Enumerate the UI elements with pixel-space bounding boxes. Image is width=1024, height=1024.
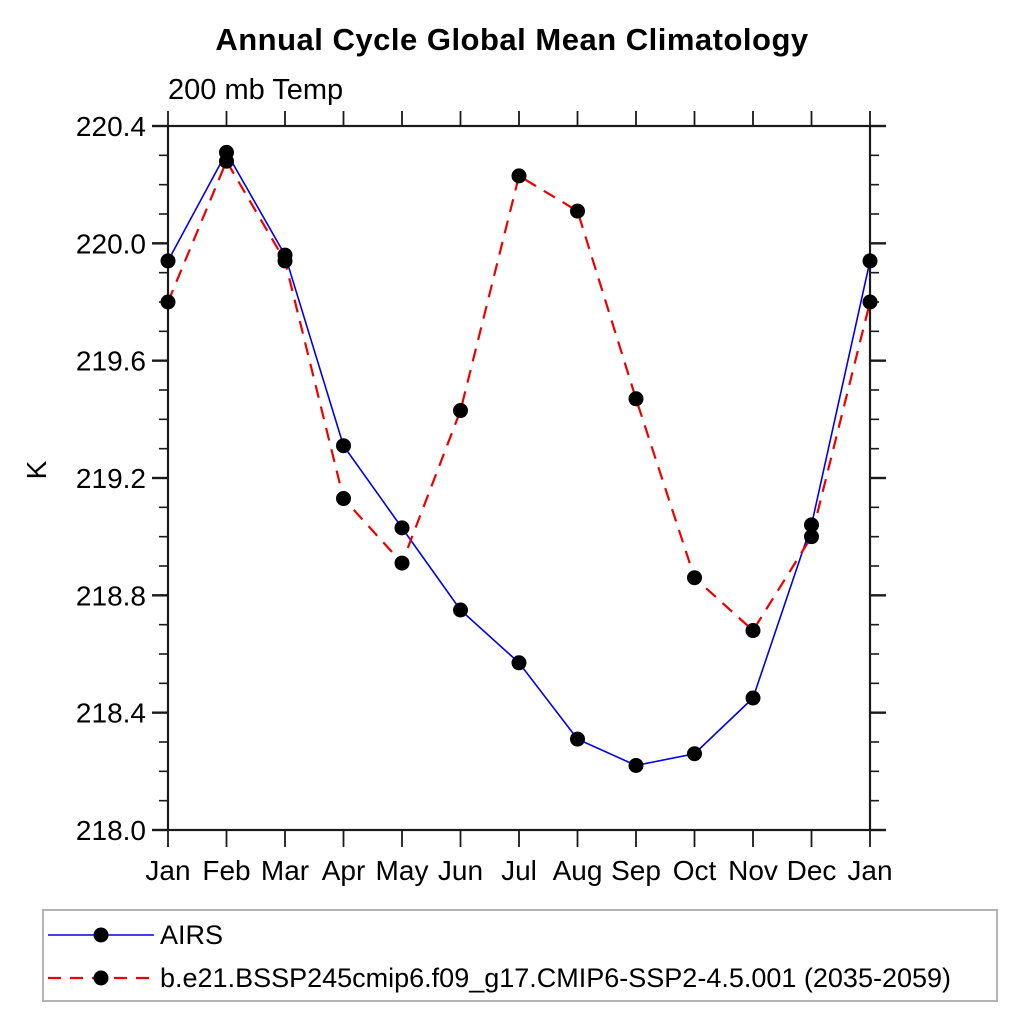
data-point-marker <box>804 517 819 533</box>
data-point-marker <box>570 731 585 747</box>
legend-item-airs: AIRS <box>48 917 223 953</box>
y-tick-label: 220.4 <box>76 111 146 142</box>
data-point-marker <box>160 294 176 310</box>
x-tick-label: Jan <box>145 855 190 886</box>
x-tick-label: Dec <box>787 855 837 886</box>
x-tick-label: Mar <box>261 855 309 886</box>
y-tick-label: 219.6 <box>76 346 146 377</box>
legend-marker-icon <box>93 970 109 986</box>
x-tick-label: Aug <box>553 855 603 886</box>
x-tick-label: Apr <box>322 855 366 886</box>
legend-label-model: b.e21.BSSP245cmip6.f09_g17.CMIP6-SSP2-4.… <box>160 962 952 993</box>
x-tick-label: Jul <box>501 855 537 886</box>
data-point-marker <box>394 520 410 536</box>
data-point-marker <box>804 529 819 545</box>
legend-line-sample-solid-icon <box>48 927 154 943</box>
legend: AIRS b.e21.BSSP245cmip6.f09_g17.CMIP6-SS… <box>42 909 998 1002</box>
data-point-marker <box>511 168 527 184</box>
x-tick-label: Jan <box>847 855 892 886</box>
data-point-marker <box>336 438 351 454</box>
data-point-marker <box>394 555 410 571</box>
legend-line-sample-dashed-icon <box>48 970 154 986</box>
chart-subtitle: 200 mb Temp <box>168 74 344 106</box>
data-point-marker <box>862 294 878 310</box>
data-point-marker <box>160 253 176 269</box>
data-point-marker <box>628 391 644 407</box>
data-point-marker <box>687 746 702 762</box>
data-point-marker <box>628 757 644 773</box>
chart-title: Annual Cycle Global Mean Climatology <box>215 22 809 57</box>
legend-item-model: b.e21.BSSP245cmip6.f09_g17.CMIP6-SSP2-4.… <box>48 960 951 996</box>
data-point-marker <box>745 690 761 706</box>
data-point-marker <box>219 153 234 169</box>
legend-marker-icon <box>93 927 109 943</box>
data-point-marker <box>570 203 585 219</box>
data-point-marker <box>336 491 351 507</box>
x-tick-label: Nov <box>728 855 778 886</box>
x-tick-label: Jun <box>438 855 483 886</box>
x-tick-label: May <box>376 855 429 886</box>
x-tick-label: Sep <box>611 855 661 886</box>
x-tick-label: Feb <box>202 855 250 886</box>
y-tick-label: 219.2 <box>76 463 146 494</box>
series-line <box>166 158 872 633</box>
x-tick-label: Oct <box>673 855 717 886</box>
legend-label-airs: AIRS <box>160 919 224 950</box>
data-point-marker <box>745 623 761 639</box>
data-point-marker <box>862 253 878 269</box>
plot-frame <box>166 124 872 832</box>
y-tick-label: 218.8 <box>76 580 146 611</box>
series-line <box>167 150 871 767</box>
data-point-marker <box>277 253 293 269</box>
y-tick-label: 218.4 <box>76 698 146 729</box>
data-point-marker <box>687 570 702 586</box>
data-point-marker <box>511 655 527 671</box>
y-axis-title: K <box>21 460 52 479</box>
y-tick-label: 218.0 <box>76 815 146 846</box>
y-tick-label: 220.0 <box>76 228 146 259</box>
data-point-marker <box>453 403 468 419</box>
data-point-marker <box>453 602 468 618</box>
